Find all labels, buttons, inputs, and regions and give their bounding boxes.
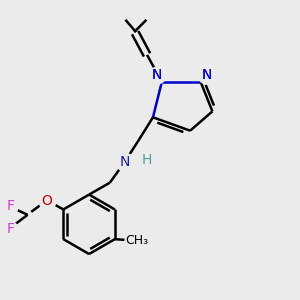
Text: N: N — [152, 68, 162, 82]
Text: H: H — [142, 152, 152, 167]
Text: N: N — [201, 68, 212, 82]
Text: CH₃: CH₃ — [125, 234, 149, 247]
Text: N: N — [152, 68, 162, 82]
Text: N: N — [119, 155, 130, 169]
Text: F: F — [6, 222, 14, 236]
Text: O: O — [41, 194, 52, 208]
Text: N: N — [201, 68, 212, 82]
Text: F: F — [6, 199, 14, 213]
